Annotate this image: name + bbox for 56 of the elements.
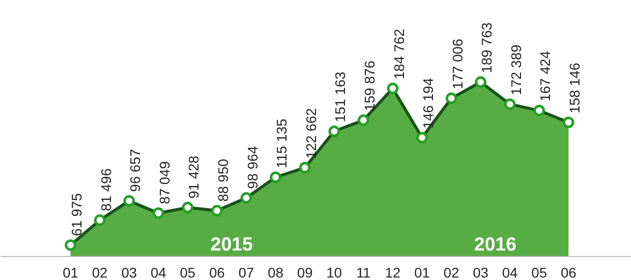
data-label: 146 194 [420,78,436,129]
point [299,162,311,174]
point [94,214,106,226]
point [211,204,223,216]
point [182,202,194,214]
data-label: 61 975 [68,193,85,236]
x-tick-label: 06 [209,264,225,280]
data-label: 115 135 [274,118,290,168]
x-tick-label: 04 [150,264,166,280]
data-label: 87 049 [156,161,172,204]
data-label: 151 163 [332,71,348,122]
point [446,92,458,104]
data-label: 184 762 [390,28,407,80]
point [562,116,574,128]
point [387,82,398,94]
point [533,104,545,116]
x-tick-label: 09 [297,264,313,280]
data-label: 81 496 [98,168,114,212]
x-tick-label: 02 [92,264,108,280]
data-label: 189 763 [478,22,495,74]
data-label: 91 428 [186,155,202,199]
data-label: 96 657 [127,148,144,192]
x-tick-label: 08 [268,264,284,280]
x-tick-label: 04 [502,264,518,280]
point [358,114,370,126]
annotation: 2015 [210,234,254,256]
x-tick-label: 12 [384,264,401,280]
x-tick-label: 05 [531,264,548,280]
point [152,207,164,219]
x-tick-label: 01 [414,264,430,280]
data-label: 159 876 [361,60,378,112]
point [64,239,76,251]
data-label: 172 389 [508,44,524,96]
x-tick-label: 03 [472,264,489,280]
x-tick-label: 01 [62,264,79,280]
data-label: 158 146 [566,62,583,114]
point [416,132,428,144]
point [123,195,135,207]
annotation: 2016 [474,234,516,256]
data-label: 177 006 [449,38,466,90]
point [270,172,282,183]
x-tick-label: 10 [326,264,342,280]
x-tick-label: 11 [356,264,371,280]
x-tick-label: 06 [560,264,577,280]
x-tick-label: 02 [444,264,460,280]
x-tick-label: 03 [121,264,138,280]
point [474,76,486,88]
point [240,192,252,204]
x-tick-label: 07 [238,264,254,280]
point [504,98,516,110]
x-tick-label: 05 [180,264,196,280]
data-label: 98 964 [244,146,260,189]
point [328,126,340,138]
data-label: 88 950 [214,158,231,202]
data-label: 122 662 [302,108,319,159]
data-label: 167 424 [537,50,554,102]
